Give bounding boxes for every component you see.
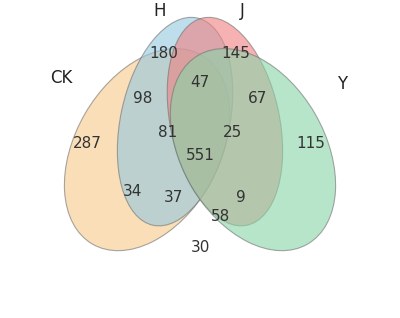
Text: 30: 30: [190, 240, 210, 255]
Text: 98: 98: [133, 91, 152, 106]
Text: 81: 81: [158, 125, 177, 140]
Text: H: H: [153, 2, 166, 20]
Text: 34: 34: [123, 184, 143, 199]
Text: 37: 37: [164, 190, 183, 205]
Text: CK: CK: [50, 69, 72, 87]
Text: 25: 25: [223, 125, 242, 140]
Ellipse shape: [170, 49, 336, 251]
Ellipse shape: [64, 49, 230, 251]
Ellipse shape: [167, 17, 283, 226]
Text: 551: 551: [186, 149, 214, 163]
Text: 287: 287: [73, 136, 102, 151]
Text: 180: 180: [150, 45, 178, 60]
Text: 67: 67: [248, 91, 267, 106]
Text: 9: 9: [236, 190, 245, 205]
Text: 115: 115: [296, 136, 325, 151]
Text: 145: 145: [222, 45, 250, 60]
Text: 58: 58: [211, 209, 230, 224]
Text: 47: 47: [190, 75, 210, 90]
Ellipse shape: [117, 17, 233, 226]
Text: Y: Y: [337, 75, 347, 93]
Text: J: J: [240, 2, 244, 20]
